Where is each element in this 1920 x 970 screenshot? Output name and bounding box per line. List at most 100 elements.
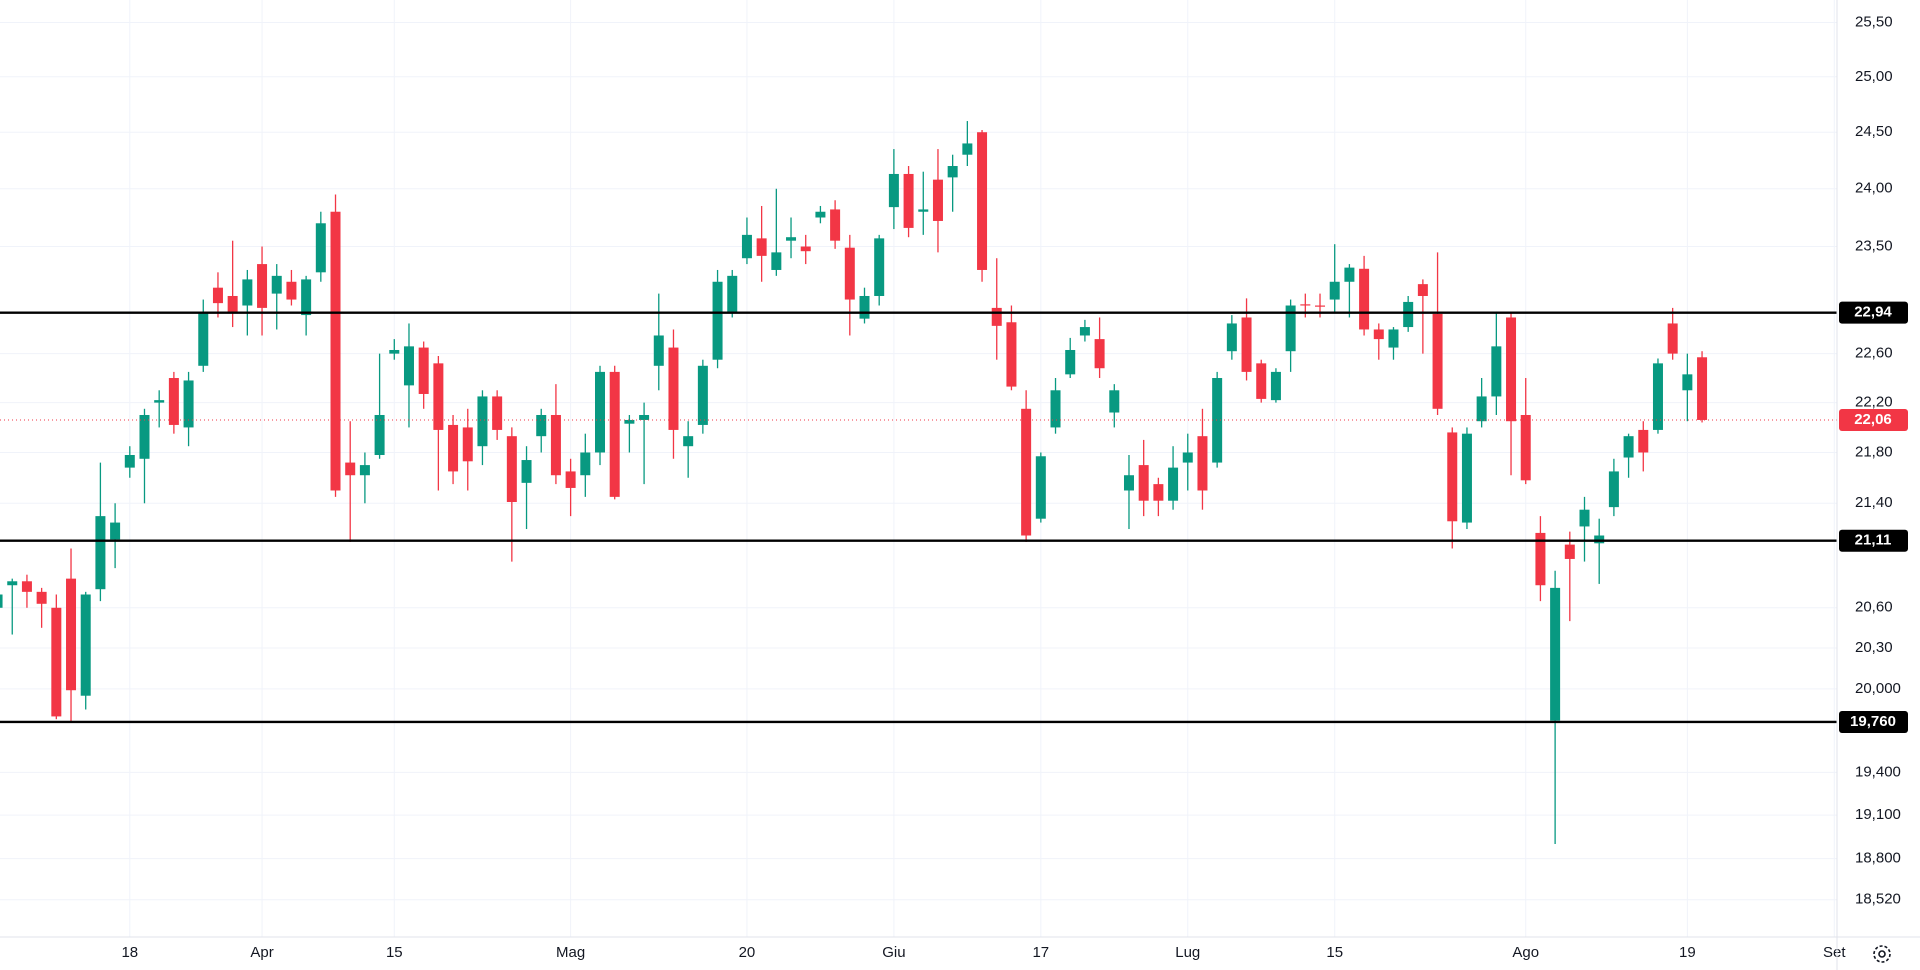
labels-layer: 25,50 25,00 24,50 24,00 23,50 22,60 22,20 21,80… xyxy=(121,13,1908,961)
candle-body xyxy=(168,378,179,425)
candle-body xyxy=(947,166,958,178)
candle-body xyxy=(403,346,414,386)
candle-body xyxy=(815,211,826,218)
candle-body xyxy=(1447,432,1458,522)
candle-body xyxy=(1476,396,1487,422)
candle-body xyxy=(1638,429,1649,453)
candle-body xyxy=(1564,544,1575,559)
x-tick-label: 15 xyxy=(1326,944,1343,961)
candle-body xyxy=(301,279,312,316)
last-price-box xyxy=(1839,408,1908,431)
grid-layer xyxy=(0,0,1837,937)
x-tick-label: 19 xyxy=(1679,944,1696,961)
settings-icon[interactable] xyxy=(1873,945,1891,963)
candle-body xyxy=(477,396,488,447)
candle-body xyxy=(242,279,253,306)
candles-layer xyxy=(0,121,1708,845)
candle-body xyxy=(653,335,664,366)
y-tick-label: 24,50 xyxy=(1855,123,1893,140)
candle-body xyxy=(1315,305,1326,307)
candle-body xyxy=(198,312,209,366)
level-label-box xyxy=(1839,710,1908,733)
gear-center xyxy=(1878,950,1886,958)
candle-body xyxy=(741,234,752,259)
candle-body xyxy=(1403,301,1414,328)
x-tick-label: Giu xyxy=(882,944,905,961)
y-tick-label: 18,800 xyxy=(1855,850,1901,867)
candle-body xyxy=(1212,378,1223,463)
candle-body xyxy=(154,400,165,403)
candle-body xyxy=(1506,317,1517,422)
y-tick-label: 20,000 xyxy=(1855,680,1901,697)
candle-body xyxy=(448,424,459,472)
level-label: 22,94 xyxy=(1854,304,1892,321)
x-tick-label: Lug xyxy=(1175,944,1200,961)
y-tick-label: 24,00 xyxy=(1855,180,1893,197)
candle-body xyxy=(1050,390,1061,428)
candle-body xyxy=(433,363,444,430)
candle-body xyxy=(859,295,870,319)
last-price-label: 22,06 xyxy=(1854,411,1892,428)
x-tick-label: 20 xyxy=(739,944,756,961)
candle-body xyxy=(418,347,429,394)
candle-body xyxy=(506,436,517,502)
candle-body xyxy=(565,471,576,488)
y-tick-label: 22,60 xyxy=(1855,345,1893,362)
candle-body xyxy=(991,307,1002,326)
y-tick-label: 21,40 xyxy=(1855,494,1893,511)
candle-body xyxy=(932,179,943,221)
candle-body xyxy=(1270,371,1281,401)
candle-body xyxy=(1535,532,1546,586)
y-tick-label: 22,20 xyxy=(1855,394,1893,411)
candle-body xyxy=(359,465,370,476)
candle-body xyxy=(80,594,91,696)
candle-body xyxy=(1697,357,1708,420)
y-tick-label: 19,100 xyxy=(1855,806,1901,823)
candle-body xyxy=(1359,268,1370,330)
candle-body xyxy=(1373,329,1384,340)
x-tick-label: 15 xyxy=(386,944,403,961)
gear-outline xyxy=(1873,945,1891,963)
candle-body xyxy=(918,209,929,212)
candle-body xyxy=(1138,465,1149,501)
y-tick-label: 20,30 xyxy=(1855,639,1893,656)
candle-body xyxy=(1241,317,1252,372)
candle-body xyxy=(21,581,32,592)
x-tick-label: Apr xyxy=(250,944,273,961)
candle-body xyxy=(1285,305,1296,352)
candle-body xyxy=(1109,390,1120,413)
candle-body xyxy=(521,460,532,483)
level-label: 21,11 xyxy=(1855,532,1892,549)
candle-body xyxy=(345,462,356,476)
candle-body xyxy=(36,591,47,604)
candle-body xyxy=(1035,456,1046,519)
candle-body xyxy=(124,455,135,468)
candle-body xyxy=(1608,471,1619,508)
candle-body xyxy=(95,516,106,590)
candle-body xyxy=(0,594,3,608)
candle-body xyxy=(962,143,973,155)
candle-body xyxy=(1623,436,1634,458)
candle-body xyxy=(1065,349,1076,375)
candle-body xyxy=(1550,587,1561,721)
candle-body xyxy=(1329,281,1340,300)
candle-body xyxy=(315,223,326,273)
y-tick-label: 21,80 xyxy=(1855,443,1893,460)
candle-body xyxy=(536,414,547,437)
candle-body xyxy=(771,252,782,270)
candle-body xyxy=(1520,414,1531,481)
candle-body xyxy=(1006,322,1017,387)
candle-body xyxy=(550,414,561,476)
candle-body xyxy=(1197,436,1208,491)
candle-body xyxy=(727,275,738,312)
candle-body xyxy=(1594,535,1605,544)
candle-body xyxy=(756,238,767,256)
candle-body xyxy=(7,581,18,586)
candle-body xyxy=(903,173,914,228)
x-tick-label: 17 xyxy=(1032,944,1049,961)
candle-body xyxy=(697,365,708,425)
candle-body xyxy=(51,607,62,717)
y-tick-label: 18,520 xyxy=(1855,891,1901,908)
candle-body xyxy=(1388,329,1399,348)
